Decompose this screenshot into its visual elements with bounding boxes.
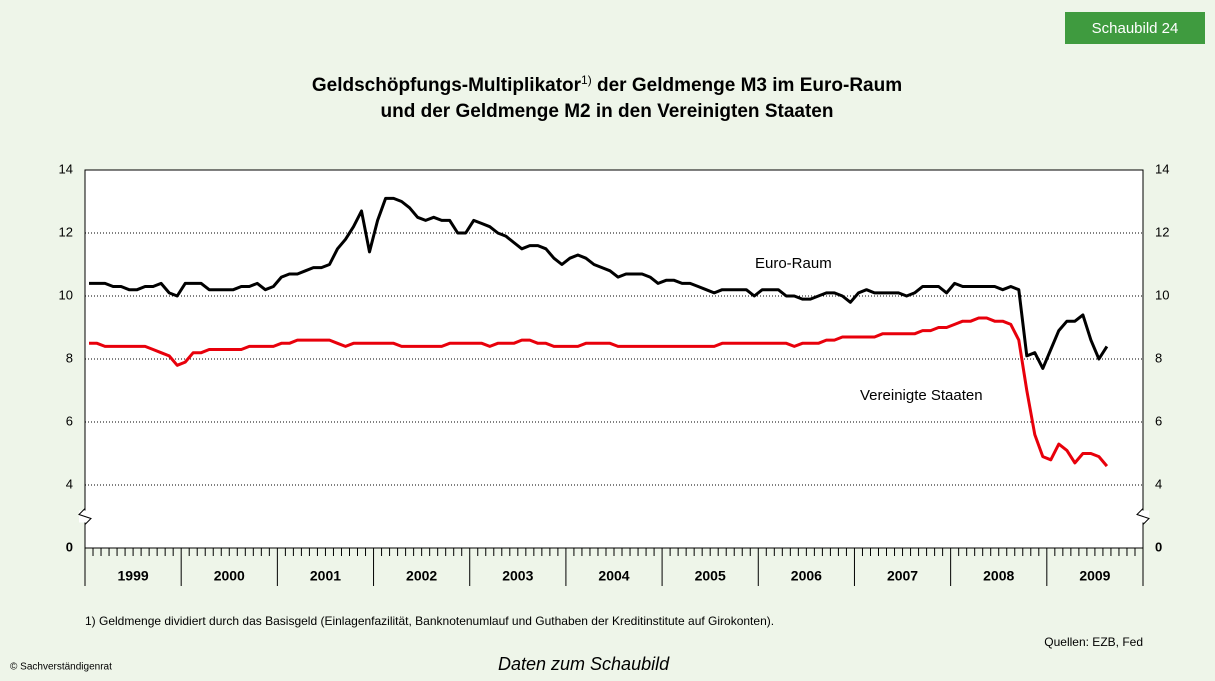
y-tick-label: 10 <box>59 287 73 302</box>
chart-title: und der Geldmenge M2 in den Vereinigten … <box>381 101 834 122</box>
y-tick-label: 12 <box>59 224 73 239</box>
axis-break <box>1136 508 1150 525</box>
y2-tick-label: 14 <box>1155 161 1169 176</box>
series-line <box>89 316 1109 468</box>
x-tick-label: 2002 <box>406 568 437 584</box>
badge-bg <box>1065 12 1205 44</box>
y2-tick-label: 4 <box>1155 476 1162 491</box>
x-tick-label: 2001 <box>310 568 341 584</box>
axis-break <box>78 508 92 525</box>
copyright: © Sachverständigenrat <box>10 662 112 673</box>
y2-tick-label: 6 <box>1155 413 1162 428</box>
y2-tick-label: 10 <box>1155 287 1169 302</box>
x-tick-label: 2008 <box>983 568 1014 584</box>
x-tick-label: 2005 <box>695 568 726 584</box>
y2-tick-label: 0 <box>1155 539 1162 554</box>
title-part: der Geldmenge M3 im Euro-Raum <box>592 75 902 96</box>
x-tick-label: 1999 <box>118 568 149 584</box>
x-tick-label: 2003 <box>502 568 533 584</box>
series-line <box>89 196 1109 370</box>
x-tick-label: 2006 <box>791 568 822 584</box>
y-tick-label: 14 <box>59 161 73 176</box>
series-label: Vereinigte Staaten <box>860 387 983 404</box>
x-tick-label: 2004 <box>598 568 629 584</box>
footnote: 1) Geldmenge dividiert durch das Basisge… <box>85 614 774 628</box>
data-link[interactable]: Daten zum Schaubild <box>498 654 670 674</box>
y2-tick-label: 12 <box>1155 224 1169 239</box>
y-tick-label: 4 <box>66 476 73 491</box>
badge: Schaubild 24 <box>1092 20 1179 37</box>
x-tick-label: 2007 <box>887 568 918 584</box>
y-tick-label: 0 <box>66 539 73 554</box>
x-tick-label: 2000 <box>214 568 245 584</box>
series-label: Euro-Raum <box>755 255 832 272</box>
y2-tick-label: 8 <box>1155 350 1162 365</box>
x-tick-label: 2009 <box>1079 568 1110 584</box>
title-part: Geldschöpfungs-Multiplikator <box>312 75 582 96</box>
y-tick-label: 8 <box>66 350 73 365</box>
chart-title: Geldschöpfungs-Multiplikator1) der Geldm… <box>312 73 902 96</box>
title-sup: 1) <box>581 73 592 87</box>
y-tick-label: 6 <box>66 413 73 428</box>
source: Quellen: EZB, Fed <box>1044 635 1143 649</box>
